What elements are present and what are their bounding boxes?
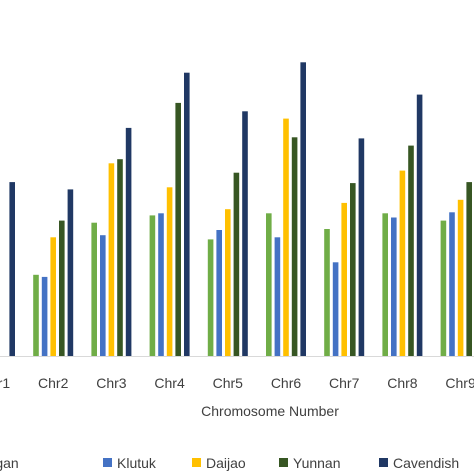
bar-yunnan-chr2 [59,220,65,356]
x-tick-label: Chr4 [154,375,185,391]
legend-swatch [103,458,112,467]
bar-klutuk-chr2 [41,276,48,356]
legend-label: Yunnan [293,455,341,471]
bar-daijao-chr8 [399,170,406,356]
bar-daijao-chr5 [225,209,231,356]
legend: Berangan Klutuk Daijao Yunnan Cavendish [0,455,459,471]
x-tick-label: Chr9 [445,375,474,391]
bar-yunnan-chr5 [233,172,240,356]
bar-daijao-chr9 [457,199,464,356]
x-tick-label: Chr8 [387,375,418,391]
bar-berangan-chr2 [33,274,39,356]
bar-cavendish-chr5 [242,111,248,356]
bar-berangan-chr9 [440,220,447,356]
legend-item-cavendish: Cavendish [379,455,459,471]
bar-yunnan-chr6 [291,137,298,356]
bar-berangan-chr8 [382,213,388,356]
bar-berangan-chr7 [324,229,330,356]
bar-cavendish-chr1 [9,182,15,356]
legend-label: Daijao [206,455,246,471]
x-tick-label: Chr7 [329,375,360,391]
legend-label: Klutuk [117,455,157,471]
x-tick-labels: Chr1Chr2Chr3Chr4Chr5Chr6Chr7Chr8Chr9Chr1… [0,375,474,391]
legend-label: Berangan [0,455,19,471]
legend-label: Cavendish [393,455,459,471]
legend-item-berangan: Berangan [0,455,19,471]
bar-daijao-chr4 [166,187,173,356]
bar-klutuk-chr3 [100,235,106,356]
bar-klutuk-chr7 [332,262,339,356]
bar-daijao-chr6 [283,118,289,356]
bar-yunnan-chr8 [408,145,414,356]
legend-item-yunnan: Yunnan [279,455,341,471]
x-tick-label: Chr6 [271,375,302,391]
bar-cavendish-chr6 [300,62,306,357]
bar-daijao-chr2 [50,237,56,356]
bar-daijao-chr7 [341,202,347,356]
bar-klutuk-chr4 [158,213,164,356]
legend-swatch [379,458,388,467]
bar-berangan-chr3 [91,222,97,356]
x-tick-label: Chr3 [96,375,127,391]
legend-item-klutuk: Klutuk [103,455,157,471]
bar-berangan-chr5 [207,239,214,356]
bar-cavendish-chr3 [125,127,132,357]
bar-daijao-chr3 [108,163,115,356]
legend-item-daijao: Daijao [192,455,246,471]
bar-klutuk-chr5 [216,230,222,356]
bar-cavendish-chr7 [358,138,365,356]
legend-swatch [279,458,288,467]
bar-klutuk-chr9 [449,212,455,356]
x-tick-label: Chr1 [0,375,10,391]
bar-klutuk-chr6 [274,237,281,356]
x-tick-label: Chr2 [38,375,69,391]
bar-cavendish-chr2 [67,189,74,356]
legend-swatch [192,458,201,467]
bar-yunnan-chr4 [175,102,181,357]
bar-yunnan-chr3 [117,159,123,356]
bar-cavendish-chr4 [184,72,190,356]
bar-berangan-chr6 [266,213,272,356]
bar-yunnan-chr9 [466,182,472,356]
bars-layer [9,62,472,357]
x-tick-label: Chr5 [213,375,244,391]
bar-berangan-chr4 [149,215,156,356]
x-axis-title: Chromosome Number [201,403,339,419]
bar-yunnan-chr7 [350,183,356,356]
bar-cavendish-chr8 [416,94,423,356]
bar-klutuk-chr8 [391,217,397,356]
